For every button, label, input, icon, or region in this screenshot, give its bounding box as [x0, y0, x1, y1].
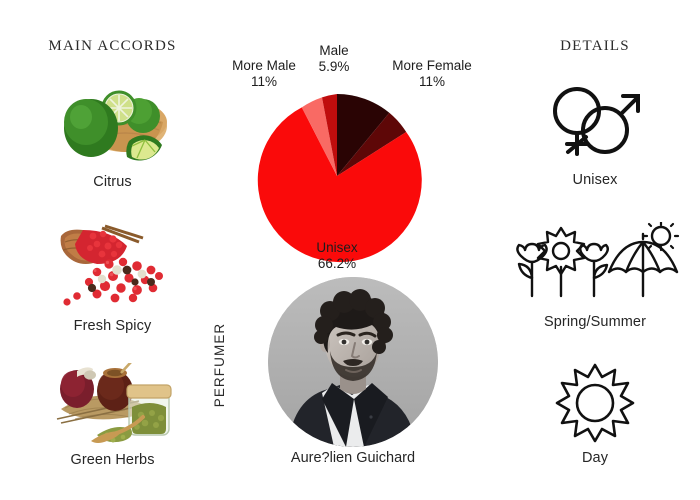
pie-label-more-female-text: More Female	[392, 58, 472, 73]
pie-label-unisex-value: 66.2%	[317, 255, 357, 271]
pie-slice-more-male	[301, 97, 337, 176]
pie-label-more-male: More Male 11%	[214, 58, 314, 89]
accord-label-citrus: Citrus	[93, 174, 132, 190]
pie-label-unisex-text: Unisex	[316, 240, 358, 255]
pie-slice-unisex	[257, 107, 422, 263]
bergamot-limes-basket-image	[47, 78, 179, 164]
detail-label-day: Day	[581, 450, 609, 466]
pie-label-more-female-value: 11%	[418, 73, 446, 89]
pink-peppercorns-scoop-image	[47, 224, 179, 310]
pie-label-more-male-text: More Male	[232, 58, 296, 73]
pie-slice-female	[337, 112, 407, 176]
details-header: DETAILS	[560, 38, 630, 54]
main-accords-header: MAIN ACCORDS	[48, 38, 177, 54]
accord-label-green-herbs: Green Herbs	[70, 452, 155, 468]
pie-slice-more-female	[337, 93, 390, 176]
detail-label-season: Spring/Summer	[543, 314, 647, 330]
pie-label-more-male-value: 11%	[250, 73, 278, 89]
mate-gourd-dried-herbs-image	[47, 363, 179, 449]
pie-label-male-value: 5.9%	[318, 58, 350, 74]
gender-pie-chart: More Male 11% Male 5.9% More Female 11% …	[232, 36, 482, 286]
venus-mars-unisex-icon	[541, 82, 649, 162]
perfumer-portrait-photo[interactable]	[268, 277, 438, 447]
pie-slice-male	[322, 94, 337, 176]
perfumer-name: Aure?lien Guichard	[290, 450, 416, 466]
pie-slices	[257, 93, 422, 263]
pie-label-unisex: Unisex 66.2%	[287, 240, 387, 271]
perfumer-section-label: PERFUMER	[212, 322, 227, 408]
detail-label-unisex: Unisex	[572, 172, 618, 188]
details-section: DETAILS Unisex	[490, 0, 700, 500]
main-accords-section: MAIN ACCORDS	[10, 0, 215, 500]
pie-label-more-female: More Female 11%	[377, 58, 487, 89]
flowers-parasol-sun-icon	[509, 222, 681, 298]
sun-day-icon	[551, 362, 639, 444]
accord-label-fresh-spicy: Fresh Spicy	[73, 318, 152, 334]
pie-label-male: Male 5.9%	[294, 43, 374, 74]
pie-label-male-text: Male	[319, 43, 349, 58]
